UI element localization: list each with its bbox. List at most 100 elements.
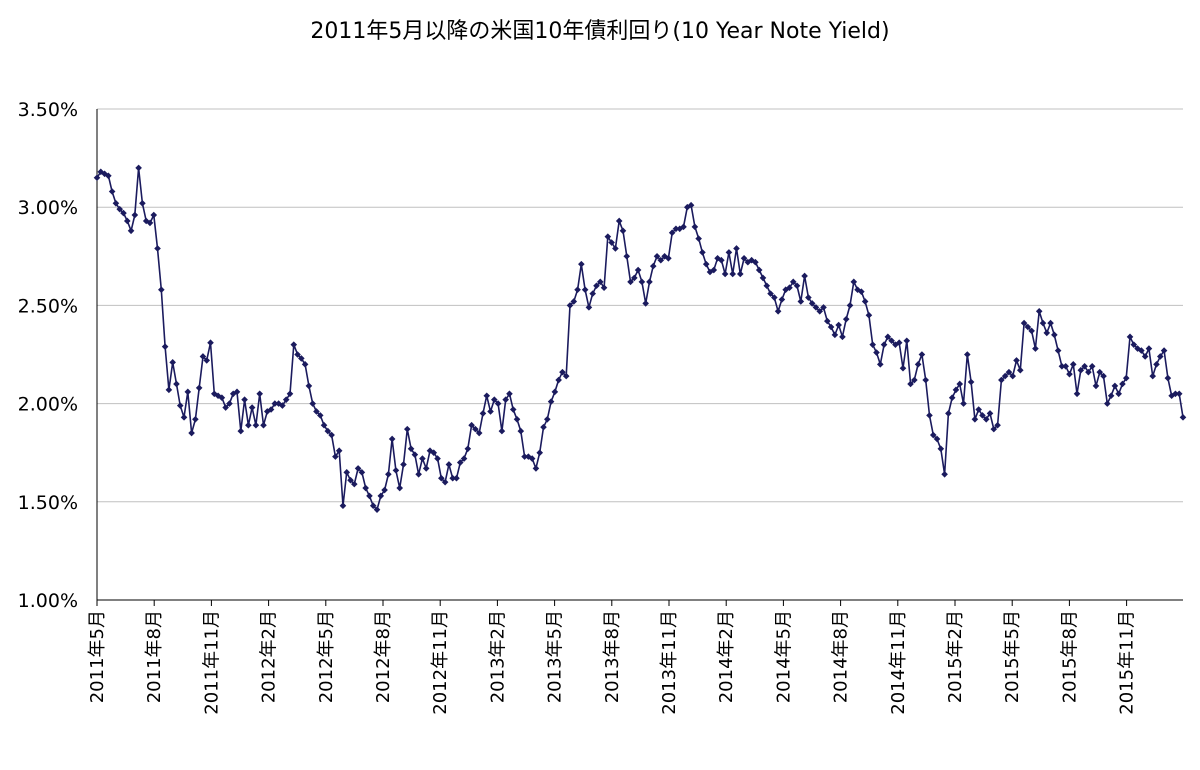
data-point-marker — [948, 394, 956, 402]
x-tick-label: 2012年8月 — [373, 610, 394, 703]
chart-title: 2011年5月以降の米国10年債利回り(10 Year Note Yield) — [310, 19, 889, 44]
data-point-marker — [1130, 341, 1138, 348]
data-point-marker — [967, 378, 975, 386]
data-point-marker — [509, 406, 517, 413]
data-point-marker — [362, 484, 369, 492]
data-point-marker — [812, 304, 820, 311]
data-point-marker — [1043, 329, 1051, 337]
data-point-marker — [434, 455, 441, 462]
data-point-marker — [623, 253, 631, 260]
data-point-marker — [532, 465, 540, 472]
data-point-marker — [475, 429, 483, 437]
data-point-marker — [884, 333, 892, 341]
data-point-marker — [876, 361, 884, 368]
data-point-marker — [619, 227, 627, 235]
data-point-marker — [702, 260, 710, 268]
data-point-marker — [899, 364, 907, 372]
data-point-marker — [105, 172, 112, 180]
data-point-marker — [922, 376, 929, 384]
data-point-marker — [846, 302, 854, 309]
data-point-marker — [214, 392, 222, 400]
yield-series — [93, 164, 1187, 513]
data-point-marker — [880, 341, 888, 348]
data-point-marker — [419, 455, 426, 462]
data-point-marker — [578, 260, 585, 268]
data-point-marker — [279, 402, 286, 409]
data-point-marker — [347, 476, 354, 484]
data-point-marker — [1051, 331, 1058, 339]
data-point-marker — [487, 408, 494, 415]
data-point-marker — [839, 333, 846, 341]
data-point-marker — [695, 235, 702, 242]
data-point-marker — [1066, 370, 1073, 378]
data-point-marker — [956, 380, 964, 388]
data-point-marker — [559, 368, 566, 376]
data-point-marker — [945, 410, 952, 417]
y-tick-label: 1.50% — [18, 492, 78, 514]
data-point-marker — [820, 304, 827, 311]
data-point-marker — [873, 349, 880, 356]
data-point-marker — [248, 404, 256, 411]
data-point-marker — [835, 321, 842, 329]
data-point-marker — [661, 253, 668, 260]
data-point-marker — [937, 445, 945, 453]
data-point-marker — [517, 427, 525, 435]
data-point-marker — [971, 416, 979, 423]
data-point-marker — [952, 386, 960, 394]
data-point-marker — [1058, 362, 1066, 370]
data-point-marker — [982, 416, 990, 423]
data-point-marker — [468, 421, 475, 429]
data-point-marker — [252, 421, 260, 429]
data-point-marker — [907, 380, 914, 388]
data-point-marker — [842, 315, 850, 323]
x-axis-tick-labels: 2011年5月 2011年8月 2011年11月 2012年2月 2012年5月 2012… — [87, 610, 1138, 715]
data-point-marker — [222, 404, 229, 411]
data-point-marker — [506, 390, 513, 398]
data-point-marker — [441, 478, 449, 486]
data-point-marker — [373, 506, 381, 513]
x-tick-label: 2012年11月 — [430, 610, 451, 715]
data-point-marker — [1081, 362, 1088, 370]
y-tick-label: 3.50% — [18, 99, 78, 121]
data-point-marker — [438, 474, 445, 482]
data-point-marker — [112, 199, 120, 207]
data-point-marker — [1149, 372, 1157, 380]
data-point-marker — [1111, 382, 1119, 390]
data-point-marker — [192, 416, 199, 423]
data-point-marker — [665, 254, 672, 262]
data-point-marker — [290, 341, 298, 348]
data-point-marker — [854, 286, 861, 293]
data-point-marker — [176, 402, 184, 409]
data-point-marker — [631, 274, 638, 282]
data-point-marker — [672, 225, 680, 233]
data-point-marker — [596, 278, 604, 286]
data-point-marker — [1073, 390, 1081, 398]
data-point-marker — [472, 425, 479, 433]
data-point-marker — [1032, 345, 1039, 352]
data-point-marker — [1020, 319, 1028, 327]
data-point-marker — [218, 394, 226, 402]
x-tick-label: 2015年2月 — [945, 610, 966, 703]
data-point-marker — [1092, 382, 1100, 390]
y-tick-label: 2.00% — [18, 394, 78, 416]
x-tick-label: 2015年8月 — [1059, 610, 1080, 703]
data-point-marker — [736, 270, 744, 278]
data-point-marker — [1122, 374, 1130, 382]
data-point-marker — [536, 449, 544, 456]
x-tick-label: 2012年2月 — [259, 610, 280, 703]
data-point-marker — [146, 219, 154, 227]
data-point-marker — [547, 398, 555, 405]
data-point-marker — [786, 284, 793, 292]
data-point-marker — [589, 290, 597, 297]
data-point-marker — [570, 298, 578, 305]
data-point-marker — [188, 429, 195, 437]
data-point-marker — [207, 339, 214, 347]
data-point-marker — [1016, 366, 1024, 374]
data-point-marker — [687, 201, 695, 209]
x-tick-label: 2014年8月 — [831, 610, 852, 703]
data-point-marker — [1141, 353, 1149, 360]
data-point-marker — [1100, 372, 1107, 380]
data-point-marker — [668, 229, 676, 237]
data-point-marker — [116, 205, 124, 213]
data-point-marker — [1153, 361, 1160, 368]
